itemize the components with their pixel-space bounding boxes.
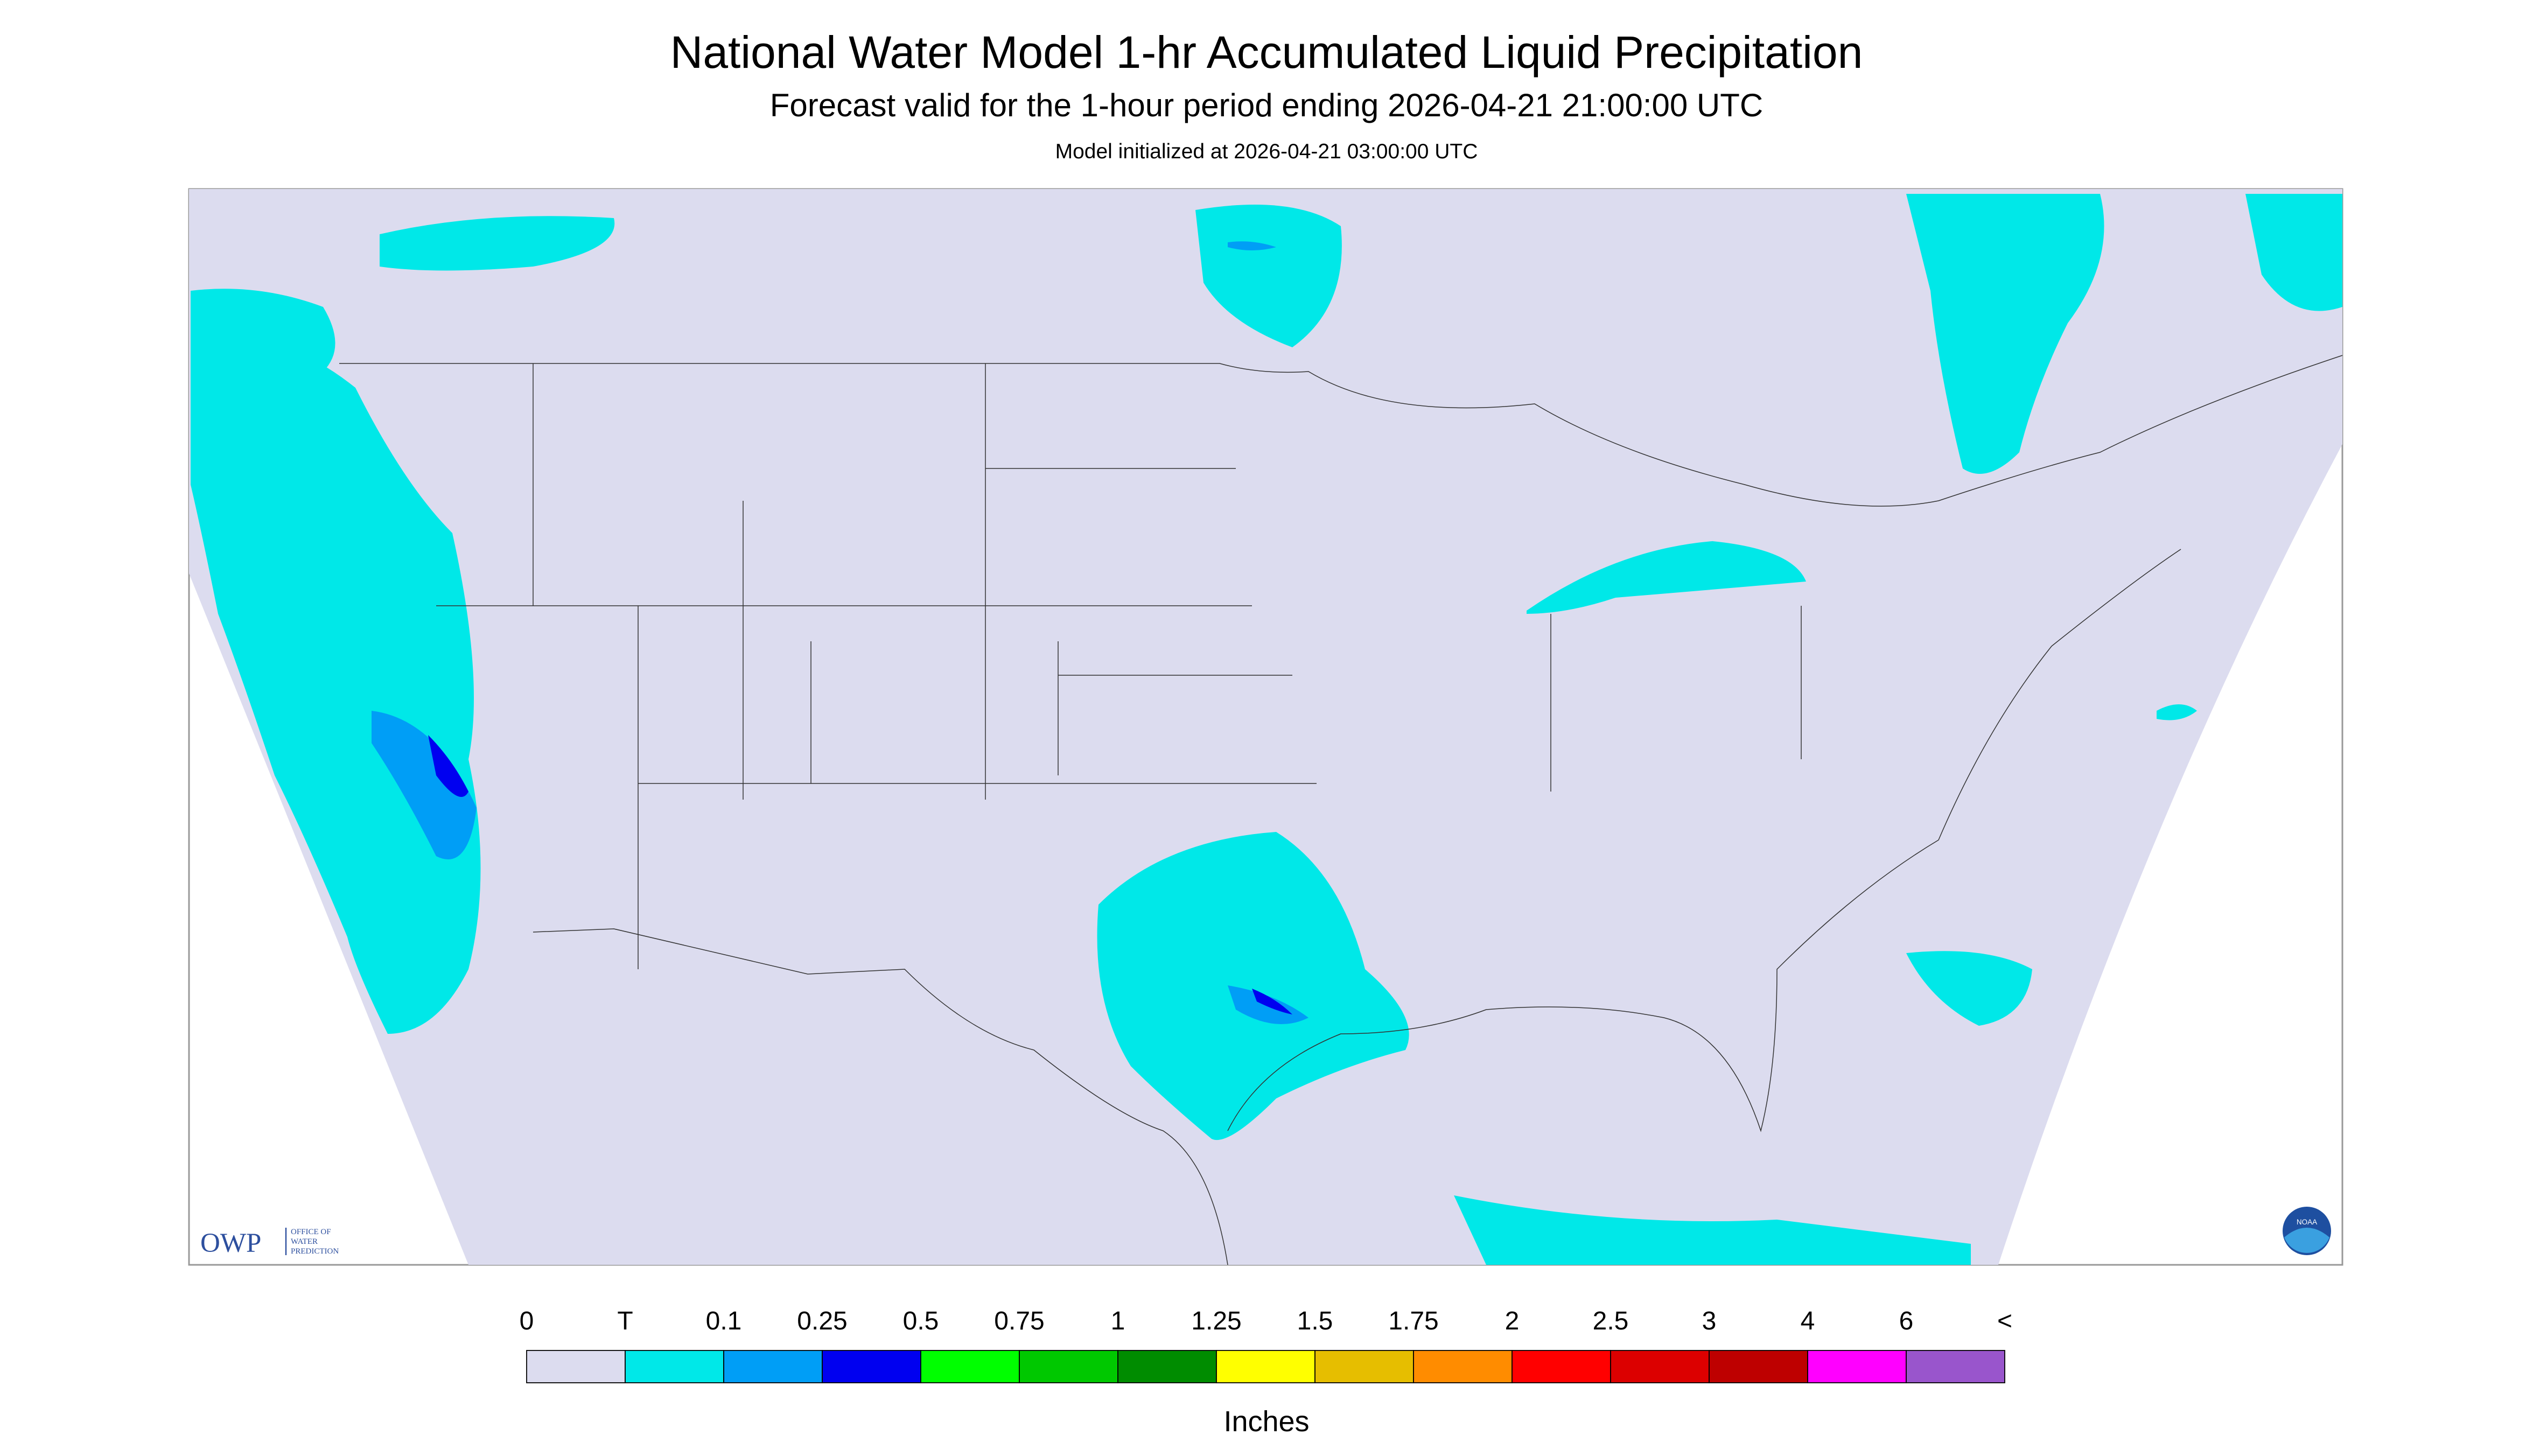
- legend-label: 6: [1899, 1307, 1914, 1335]
- legend-swatch: [1512, 1350, 1611, 1383]
- legend-label: 0.25: [797, 1307, 847, 1335]
- legend-label: 2: [1505, 1307, 1520, 1335]
- noaa-text: NOAA: [2297, 1218, 2317, 1226]
- legend-unit: Inches: [1223, 1405, 1309, 1438]
- legend-label: 1.75: [1388, 1307, 1438, 1335]
- legend-swatch: [920, 1350, 1020, 1383]
- legend-swatch: [822, 1350, 921, 1383]
- noaa-logo: NOAA: [2283, 1207, 2331, 1256]
- owp-line: OFFICE OF: [291, 1228, 331, 1236]
- legend-swatch: [1709, 1350, 1808, 1383]
- legend-swatch: [1807, 1350, 1907, 1383]
- legend-label: 4: [1801, 1307, 1815, 1335]
- legend-label: 1.25: [1191, 1307, 1241, 1335]
- legend-label: 1: [1111, 1307, 1125, 1335]
- legend-label: 3: [1702, 1307, 1717, 1335]
- owp-line: PREDICTION: [291, 1247, 339, 1256]
- legend-label: 0.5: [903, 1307, 939, 1335]
- owp-text: OWP: [200, 1228, 261, 1258]
- legend-label: 2.5: [1593, 1307, 1629, 1335]
- legend-swatch: [1610, 1350, 1710, 1383]
- legend-label: 0.1: [706, 1307, 742, 1335]
- boundaries: [339, 355, 2343, 1265]
- legend-swatch: [1019, 1350, 1118, 1383]
- legend-label: T: [617, 1307, 633, 1335]
- subtitle: Forecast valid for the 1-hour period end…: [770, 87, 1763, 123]
- owp-logo: OWP OFFICE OF WATER PREDICTION: [200, 1228, 339, 1258]
- legend-swatch: [1216, 1350, 1316, 1383]
- legend-swatch: [1314, 1350, 1414, 1383]
- owp-line: WATER: [291, 1237, 318, 1246]
- legend: 0 T 0.1 0.25 0.5 0.75 1 1.25 1.5 1.75 2 2.5 3 4 6 <: [520, 1307, 2012, 1383]
- init-time: Model initialized at 2026-04-21 03:00:00…: [1055, 140, 1478, 163]
- map: OWP OFFICE OF WATER PREDICTION NOAA: [188, 188, 2343, 1266]
- legend-label: 0: [520, 1307, 534, 1335]
- legend-label: 1.5: [1297, 1307, 1333, 1335]
- precip-areas: [191, 194, 2342, 1265]
- title: National Water Model 1-hr Accumulated Li…: [670, 27, 1863, 78]
- legend-swatch: [625, 1350, 724, 1383]
- legend-label: 0.75: [994, 1307, 1044, 1335]
- legend-swatch: [526, 1350, 626, 1383]
- legend-label: <: [1997, 1307, 2012, 1335]
- legend-swatch: [723, 1350, 823, 1383]
- model-domain: [189, 189, 2342, 1265]
- legend-swatch: [1906, 1350, 2005, 1383]
- legend-swatch: [1413, 1350, 1513, 1383]
- legend-swatch: [1117, 1350, 1217, 1383]
